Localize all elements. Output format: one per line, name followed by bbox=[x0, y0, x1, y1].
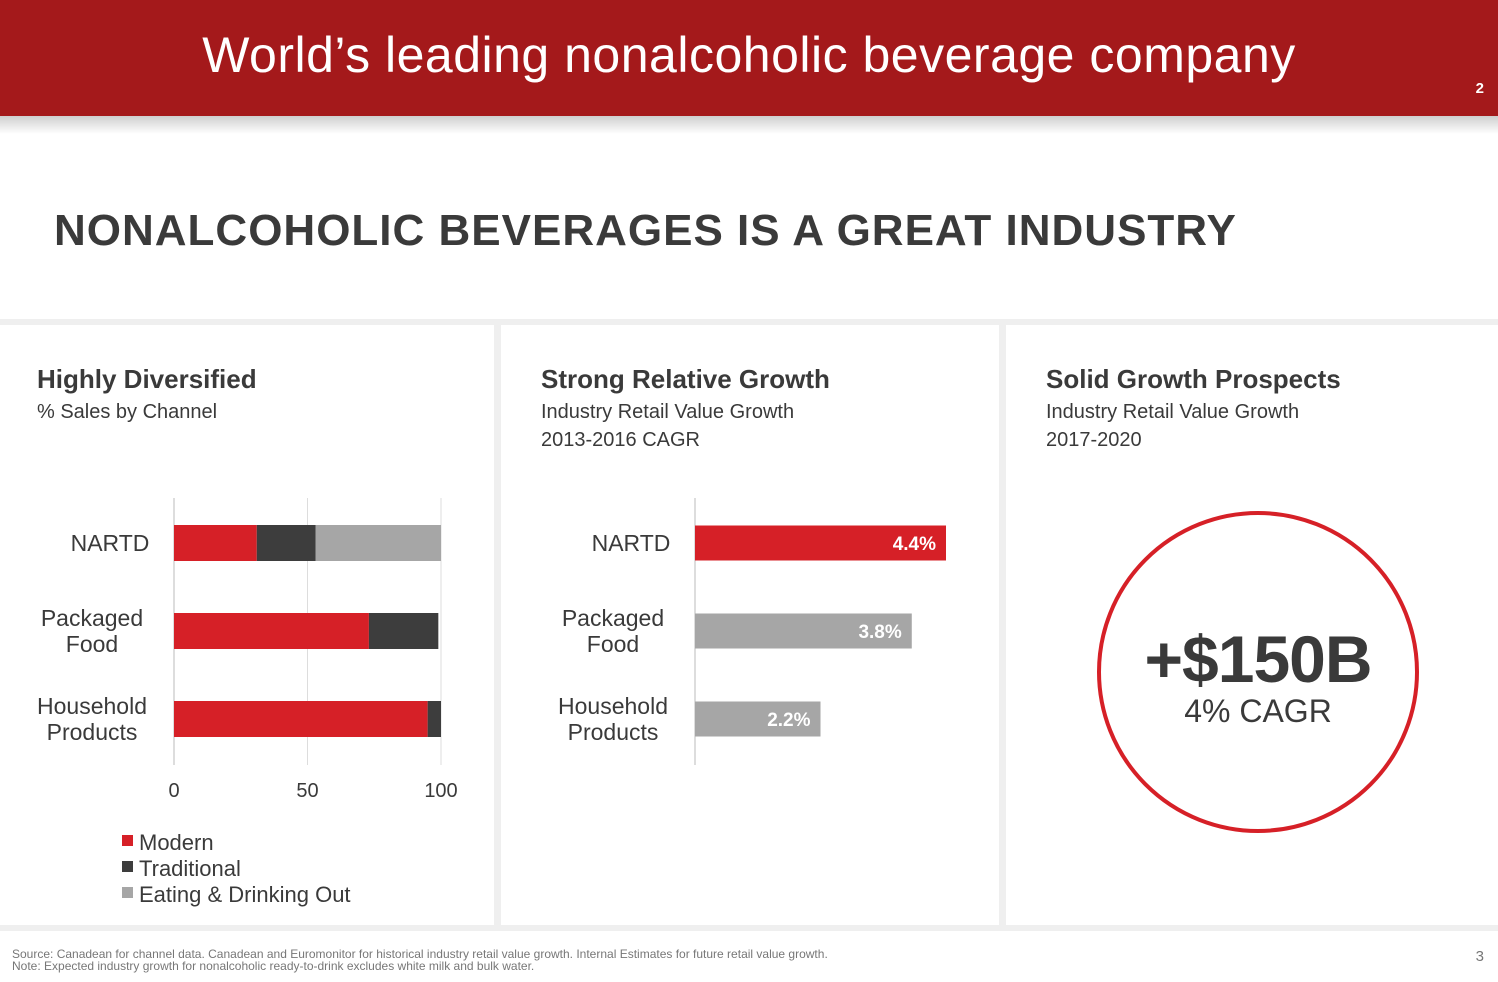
panel-title: Solid Growth Prospects bbox=[1046, 364, 1341, 394]
legend-swatch bbox=[122, 861, 133, 872]
x-tick-label: 50 bbox=[296, 780, 318, 802]
x-tick-label: 100 bbox=[424, 780, 457, 802]
category-label: Food bbox=[66, 631, 118, 657]
source-line: Source: Canadean for channel data. Canad… bbox=[12, 947, 828, 961]
category-label: Packaged bbox=[562, 605, 664, 631]
category-label: Packaged bbox=[41, 605, 143, 631]
growth-prospect-circle: +$150B 4% CAGR bbox=[1097, 511, 1419, 833]
bar bbox=[695, 525, 946, 561]
bar-segment bbox=[368, 613, 439, 649]
bar-segment bbox=[256, 525, 316, 561]
slide-headline: NONALCOHOLIC BEVERAGES IS A GREAT INDUST… bbox=[54, 206, 1237, 255]
prospect-value: +$150B bbox=[1144, 622, 1372, 696]
banner-title: World’s leading nonalcoholic beverage co… bbox=[202, 27, 1296, 83]
panel-strong-relative-growth: Strong Relative Growth Industry Retail V… bbox=[501, 325, 999, 925]
bar-segment bbox=[174, 701, 428, 737]
data-label: 3.8% bbox=[858, 622, 901, 643]
legend-swatch bbox=[122, 887, 133, 898]
category-label: Products bbox=[47, 719, 138, 745]
bar-segment bbox=[315, 525, 441, 561]
panel-highly-diversified: Highly Diversified % Sales by Channel 0 5… bbox=[0, 325, 494, 925]
legend-swatch bbox=[122, 835, 133, 846]
category-label: Products bbox=[568, 719, 659, 745]
bar-segment bbox=[174, 613, 369, 649]
panel-subtitle-period: 2013-2016 CAGR bbox=[541, 429, 700, 451]
legend-label: Traditional bbox=[139, 856, 241, 881]
panel-subtitle: Industry Retail Value Growth bbox=[1046, 401, 1300, 423]
panel-subtitle-period: 2017-2020 bbox=[1046, 429, 1142, 451]
legend-label: Eating & Drinking Out bbox=[139, 882, 351, 907]
panel-subtitle: % Sales by Channel bbox=[37, 401, 218, 423]
category-label: Household bbox=[558, 693, 668, 719]
category-label: NARTD bbox=[71, 530, 150, 556]
source-note: Source: Canadean for channel data. Canad… bbox=[12, 948, 828, 972]
legend-label: Modern bbox=[139, 830, 214, 855]
category-label: Food bbox=[587, 631, 639, 657]
title-banner: World’s leading nonalcoholic beverage co… bbox=[0, 0, 1498, 116]
note-line: Note: Expected industry growth for nonal… bbox=[12, 959, 535, 973]
category-label: Household bbox=[37, 693, 147, 719]
banner-page-number: 2 bbox=[1475, 80, 1484, 97]
panel-title: Strong Relative Growth bbox=[541, 364, 830, 394]
bar bbox=[695, 613, 912, 649]
bar-segment bbox=[427, 701, 441, 737]
prospect-caption: 4% CAGR bbox=[1184, 693, 1332, 729]
panel-title: Highly Diversified bbox=[37, 364, 257, 394]
data-label: 2.2% bbox=[767, 710, 810, 731]
footer-page-number: 3 bbox=[1475, 948, 1484, 965]
x-tick-label: 0 bbox=[168, 780, 179, 802]
category-label: NARTD bbox=[592, 530, 671, 556]
data-label: 4.4% bbox=[893, 534, 936, 555]
panel-subtitle: Industry Retail Value Growth bbox=[541, 401, 795, 423]
bar bbox=[695, 701, 821, 737]
banner-divider bbox=[0, 116, 1498, 134]
bar-segment bbox=[174, 525, 257, 561]
